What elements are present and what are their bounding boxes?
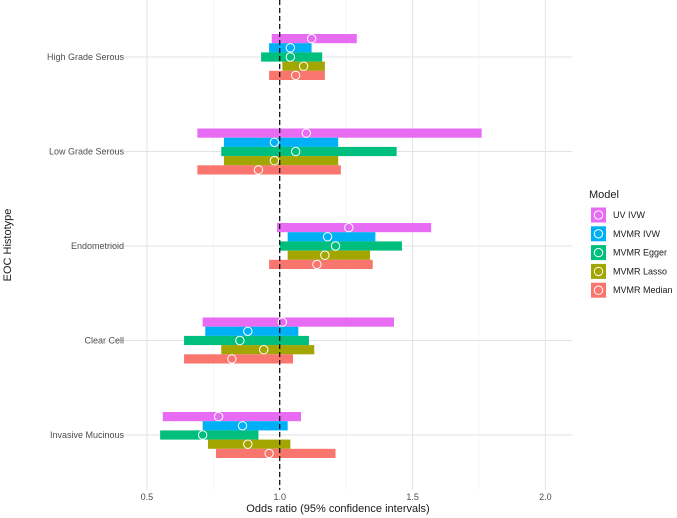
y-axis-title: EOC Histotype (2, 209, 14, 282)
estimate-point (285, 52, 296, 62)
legend-key-point (593, 247, 604, 258)
ci-bar (202, 317, 394, 327)
y-tick-label: Clear Cell (84, 336, 124, 346)
ci-bar (223, 137, 339, 147)
estimate-point (312, 259, 322, 270)
estimate-point (298, 61, 309, 71)
estimate-point (243, 326, 253, 336)
ci-bar (279, 241, 402, 251)
legend-key-point (593, 229, 604, 239)
estimate-point (237, 421, 248, 431)
ci-bar (160, 430, 259, 440)
estimate-point (290, 70, 301, 81)
legend-key-point (593, 266, 604, 277)
estimate-point (269, 137, 280, 148)
legend-label: MVMR Median (613, 285, 673, 295)
ci-bar (221, 146, 397, 157)
ci-bar (184, 354, 293, 364)
estimate-point (277, 317, 288, 327)
ci-bar (202, 421, 288, 431)
estimate-point (306, 33, 317, 44)
legend-key (591, 263, 606, 279)
ci-bar (269, 70, 325, 80)
y-axis-ticks: High Grade Serous Low Grade Serous Endomet… (47, 52, 125, 440)
ci-bar (269, 43, 312, 53)
ci-bar (197, 165, 341, 175)
estimate-point (264, 448, 274, 459)
ci-bar (207, 439, 291, 449)
estimate-point (235, 335, 245, 346)
estimate-point (253, 165, 264, 175)
ci-bar (271, 34, 357, 44)
legend-key-point (593, 285, 604, 295)
legend-key (591, 226, 606, 242)
x-tick-label: 2.0 (539, 492, 552, 502)
ci-bar (162, 412, 301, 422)
legend-label: MVMR Lasso (613, 266, 667, 276)
x-tick-label: 0.5 (141, 492, 154, 502)
y-tick-label: Invasive Mucinous (50, 430, 125, 440)
estimate-point (320, 250, 330, 260)
ci-bar (197, 128, 482, 138)
estimate-point (243, 439, 253, 449)
legend-key (591, 245, 606, 261)
estimate-point (213, 411, 224, 422)
legend-key (591, 282, 606, 298)
ci-bar (223, 156, 339, 166)
legend-label: MVMR IVW (613, 229, 661, 239)
estimate-point (330, 241, 341, 251)
legend-key-point (593, 210, 604, 220)
estimate-point (197, 430, 208, 440)
legend: Model UV IVW MVMR IVW MVMR Egger MVMR Lasso… (589, 189, 673, 298)
estimate-point (344, 222, 354, 233)
legend-label: UV IVW (613, 210, 646, 220)
estimate-point (285, 43, 296, 53)
legend-key (591, 207, 606, 223)
estimate-point (301, 128, 311, 138)
ci-bar (261, 52, 323, 62)
legend-label: MVMR Egger (613, 248, 667, 258)
estimate-point (322, 232, 333, 242)
estimate-point (269, 156, 280, 166)
legend-title: Model (589, 189, 619, 201)
estimate-point (290, 146, 301, 157)
y-tick-label: High Grade Serous (47, 52, 125, 62)
ci-bar (282, 61, 325, 71)
series-bars (160, 33, 482, 459)
y-tick-label: Endometrioid (71, 241, 124, 251)
x-tick-label: 1.0 (273, 492, 286, 502)
ci-bar (184, 335, 309, 346)
y-tick-label: Low Grade Serous (49, 147, 125, 157)
ci-bar (277, 223, 432, 233)
x-axis-title: Odds ratio (95% confidence intervals) (246, 503, 429, 515)
x-tick-label: 1.5 (406, 492, 419, 502)
estimate-point (259, 345, 269, 355)
estimate-point (227, 354, 237, 364)
ci-bar (215, 448, 336, 458)
x-axis-ticks: 0.5 1.0 1.5 2.0 (141, 492, 552, 502)
